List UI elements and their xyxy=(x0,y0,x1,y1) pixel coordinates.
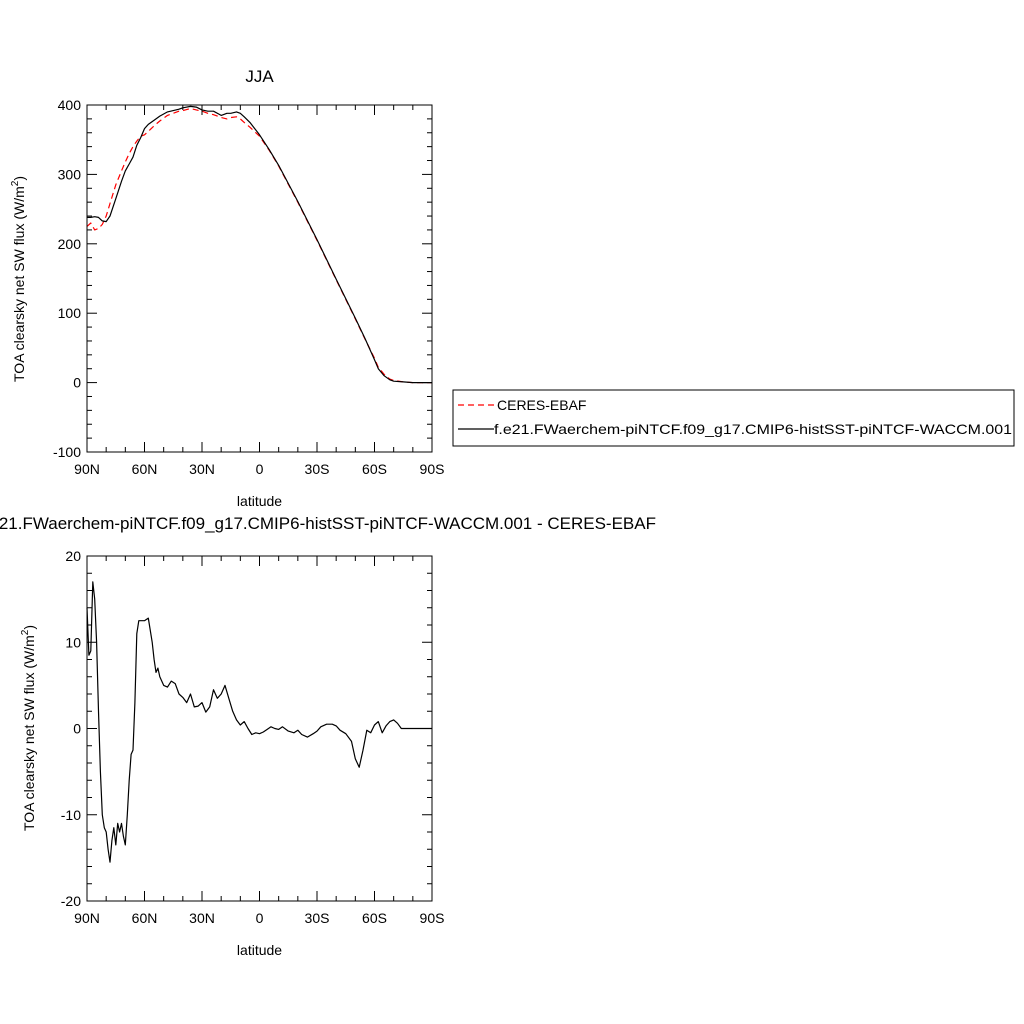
bottom-y-tick-label: 20 xyxy=(65,548,81,564)
bottom-x-tick-label: 60N xyxy=(132,910,158,926)
top-chart-panel: 90N 60N 30N 0 30S 60S 90S -100 0 100 200 300 400 JJA… xyxy=(10,67,444,509)
legend-box xyxy=(452,389,1015,447)
top-chart-title: JJA xyxy=(245,67,274,86)
top-y-axis-label-sup: 2 xyxy=(10,180,21,186)
bottom-ticks: 90N 60N 30N 0 30S 60S 90S -20 -10 0 10 20 xyxy=(61,548,445,926)
legend-label-ceres: CERES-EBAF xyxy=(497,397,586,413)
top-x-tick-label: 90S xyxy=(420,461,445,477)
legend: CERES-EBAF f.e21.FWaerchem-piNTCF.f09_g1… xyxy=(452,389,1015,447)
top-y-tick-label: -100 xyxy=(53,444,81,460)
bottom-y-tick-label: -20 xyxy=(61,893,81,909)
bottom-y-axis-label-main: TOA clearsky net SW flux (W/m xyxy=(21,635,37,831)
bottom-x-axis-label: latitude xyxy=(237,942,282,958)
top-y-tick-label: 400 xyxy=(58,97,82,113)
top-x-tick-label: 60S xyxy=(362,461,387,477)
bottom-x-tick-label: 90N xyxy=(74,910,100,926)
top-y-tick-label: 300 xyxy=(58,166,82,182)
bottom-chart-title: f.e21.FWaerchem-piNTCF.f09_g17.CMIP6-his… xyxy=(0,514,656,533)
bottom-series-line-difference xyxy=(86,581,432,863)
top-y-tick-label: 100 xyxy=(58,305,82,321)
top-x-tick-label: 90N xyxy=(74,461,100,477)
bottom-y-axis-label-sup: 2 xyxy=(20,629,31,635)
top-series-line-f-e21-fwaerchem-pintcf-f xyxy=(87,105,432,384)
top-x-axis-label: latitude xyxy=(237,493,282,509)
legend-label-model: f.e21.FWaerchem-piNTCF.f09_g17.CMIP6-his… xyxy=(494,421,1012,437)
bottom-chart-panel: 90N 60N 30N 0 30S 60S 90S -20 -10 0 10 20 f.e21.FWa… xyxy=(0,514,656,958)
bottom-x-tick-label: 0 xyxy=(256,910,264,926)
top-y-tick-label: 200 xyxy=(58,236,82,252)
bottom-series-layer xyxy=(86,581,432,863)
bottom-x-tick-label: 60S xyxy=(362,910,387,926)
top-ticks: 90N 60N 30N 0 30S 60S 90S -100 0 100 200 300 400 xyxy=(53,97,444,477)
top-series-layer xyxy=(86,105,432,384)
top-y-tick-label: 0 xyxy=(73,375,81,391)
top-x-tick-label: 30N xyxy=(189,461,215,477)
bottom-x-tick-label: 90S xyxy=(420,910,445,926)
top-y-axis-label-tail: ) xyxy=(11,176,27,181)
top-x-tick-label: 60N xyxy=(132,461,158,477)
top-y-axis-label: TOA clearsky net SW flux (W/m2) xyxy=(10,176,27,382)
bottom-y-tick-label: 10 xyxy=(65,634,81,650)
bottom-y-axis-label: TOA clearsky net SW flux (W/m2) xyxy=(20,625,37,831)
top-y-axis-label-main: TOA clearsky net SW flux (W/m xyxy=(11,186,27,382)
bottom-y-tick-label: -10 xyxy=(61,807,81,823)
top-x-tick-label: 0 xyxy=(256,461,264,477)
bottom-y-axis-label-tail: ) xyxy=(21,625,37,630)
top-series-line-ceres-ebaf xyxy=(86,107,432,384)
bottom-y-tick-label: 0 xyxy=(73,721,81,737)
bottom-x-tick-label: 30S xyxy=(305,910,330,926)
top-plot-frame xyxy=(86,104,433,453)
top-x-tick-label: 30S xyxy=(305,461,330,477)
bottom-x-tick-label: 30N xyxy=(189,910,215,926)
